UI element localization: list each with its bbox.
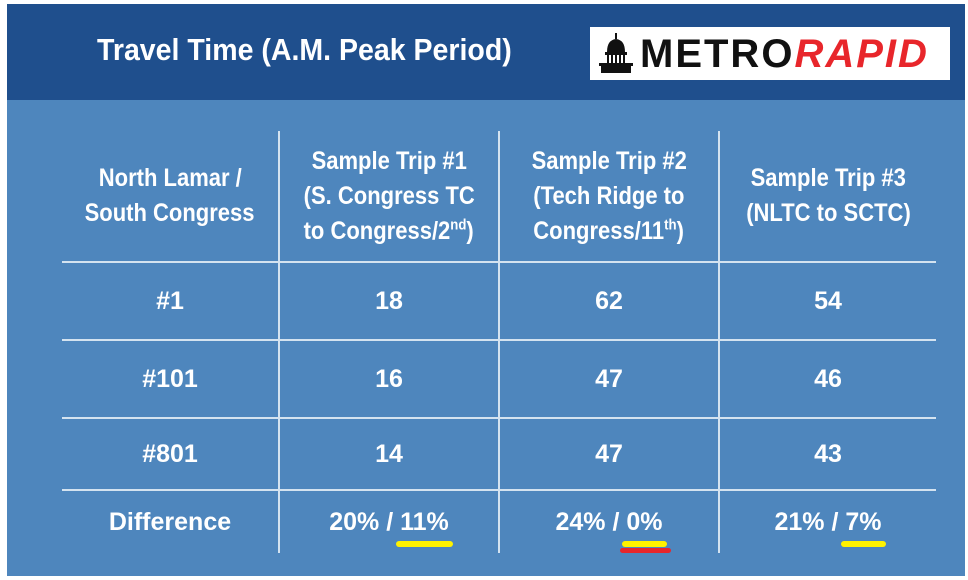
red-underline (620, 547, 671, 553)
header-trip-1: Sample Trip #1 (S. Congress TC to Congre… (278, 131, 500, 263)
route-label: #1 (62, 261, 280, 341)
difference-separator: / (379, 507, 401, 536)
corner-line-2: South Congress (85, 199, 255, 227)
difference-separator: / (824, 507, 846, 536)
difference-second: 0% (626, 507, 663, 536)
route-label: #801 (62, 417, 280, 491)
trip2-line-3: Congress/11th) (534, 214, 685, 249)
corner-line-1: North Lamar / (98, 164, 242, 192)
trip3-line-1: Sample Trip #3 (750, 164, 906, 192)
trip1-line-3-end: ) (466, 216, 475, 245)
table-cell: 16 (278, 339, 500, 419)
trip1-line-1: Sample Trip #1 (311, 146, 467, 175)
trip1-line-3: to Congress/2nd) (304, 214, 474, 249)
yellow-highlight (841, 540, 886, 547)
travel-time-table: North Lamar / South Congress Sample Trip… (62, 131, 936, 553)
header-corner: North Lamar / South Congress (62, 131, 280, 263)
difference-label: Difference (62, 489, 280, 553)
header-trip-2: Sample Trip #2 (Tech Ridge to Congress/1… (498, 131, 720, 263)
difference-cell: 21% / 7% (718, 489, 936, 553)
yellow-highlight (622, 540, 667, 547)
table-cell: 47 (498, 339, 720, 419)
difference-second: 7% (845, 507, 882, 536)
logo-rapid: RAPID (794, 31, 929, 76)
table-cell: 18 (278, 261, 500, 341)
table-cell: 47 (498, 417, 720, 491)
logo-metro: METRO (640, 31, 795, 76)
table-header-row: North Lamar / South Congress Sample Trip… (62, 131, 936, 263)
trip2-line-3-sup: th (664, 216, 677, 234)
table-row: #1 18 62 54 (62, 261, 936, 341)
trip2-line-3-main: Congress/11 (533, 216, 665, 245)
difference-second: 11% (400, 507, 449, 536)
difference-cell: 20% / 11% (278, 489, 500, 553)
header-trip-3: Sample Trip #3 (NLTC to SCTC) (718, 131, 936, 263)
trip1-line-3-main: to Congress/2 (303, 216, 451, 245)
difference-first: 24% (555, 507, 606, 536)
difference-row: Difference 20% / 11% 24% / 0% 21% / 7% (62, 489, 936, 553)
table-cell: 54 (718, 261, 936, 341)
logo-text: METRORAPID (640, 34, 929, 74)
highlighted-value: 0% (620, 505, 671, 553)
slide: Travel Time (A.M. Peak Period) METRORAPI… (7, 4, 965, 576)
highlighted-value: 7% (841, 505, 886, 547)
trip1-line-3-sup: nd (450, 216, 467, 234)
page-title: Travel Time (A.M. Peak Period) (97, 32, 512, 67)
header-bar: Travel Time (A.M. Peak Period) METRORAPI… (7, 4, 965, 100)
trip2-line-3-end: ) (676, 216, 685, 245)
trip2-line-1: Sample Trip #2 (531, 146, 687, 175)
trip3-line-2: (NLTC to SCTC) (745, 199, 911, 227)
table-row: #101 16 47 46 (62, 339, 936, 419)
trip1-line-2: (S. Congress TC (303, 181, 475, 210)
table-row: #801 14 47 43 (62, 417, 936, 491)
capitol-icon (599, 32, 633, 73)
difference-separator: / (605, 507, 627, 536)
difference-first: 20% (329, 507, 380, 536)
metrorapid-logo: METRORAPID (590, 27, 950, 80)
difference-cell: 24% / 0% (498, 489, 720, 553)
table-cell: 46 (718, 339, 936, 419)
trip2-line-2: (Tech Ridge to (533, 181, 685, 210)
table-cell: 43 (718, 417, 936, 491)
table-cell: 62 (498, 261, 720, 341)
difference-first: 21% (774, 507, 825, 536)
table-cell: 14 (278, 417, 500, 491)
highlighted-value: 11% (396, 505, 453, 547)
route-label: #101 (62, 339, 280, 419)
yellow-highlight (396, 540, 453, 547)
